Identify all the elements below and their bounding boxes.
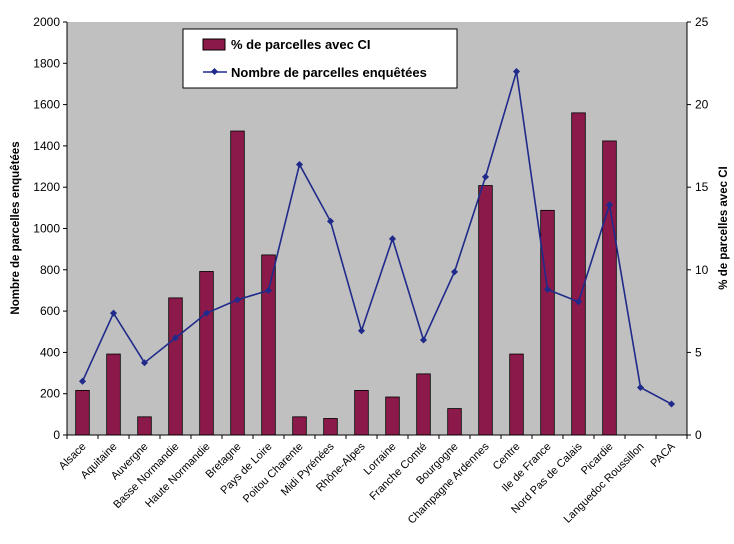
x-category-label-19: PACA: [649, 440, 679, 470]
bar-13: [478, 185, 493, 436]
line-point-15: [543, 285, 552, 293]
line-point-19: [667, 400, 676, 408]
bars-group: [75, 112, 617, 436]
line-point-3: [171, 334, 180, 342]
bar-6: [261, 254, 276, 436]
line-point-10: [388, 235, 397, 243]
y2-tick-label-3: 15: [695, 180, 709, 194]
y-tick-label-0: 0: [53, 428, 60, 442]
y-tick-label-4: 800: [40, 263, 60, 277]
y2-tick-label-4: 20: [695, 98, 709, 112]
line-point-8: [326, 217, 335, 225]
line-group: [78, 68, 676, 408]
line-point-17: [605, 201, 614, 209]
bar-7: [292, 416, 307, 436]
bar-15: [540, 209, 555, 436]
y-tick-label-8: 1600: [33, 98, 60, 112]
line-point-4: [202, 309, 211, 317]
line-point-18: [636, 383, 645, 392]
y-tick-label-10: 2000: [33, 15, 60, 29]
bar-17: [602, 140, 617, 436]
bar-16: [571, 112, 586, 436]
y-tick-label-9: 1800: [33, 56, 60, 70]
bar-8: [323, 418, 338, 436]
y2-tick-label-0: 0: [695, 428, 702, 442]
line-point-12: [450, 268, 459, 276]
y-tick-label-7: 1400: [33, 139, 60, 153]
line-point-5: [233, 296, 242, 304]
y-tick-label-2: 400: [40, 345, 60, 359]
line-point-16: [574, 298, 583, 306]
bar-0: [75, 389, 90, 436]
line-point-11: [419, 336, 428, 344]
bar-12: [447, 408, 462, 436]
bar-5: [230, 130, 245, 436]
legend-line-marker: [210, 67, 219, 76]
legend-box: [182, 28, 458, 89]
y-axis-title: Nombre de parcelles enquêtées: [10, 141, 22, 314]
legend-bar-label: % de parcelles avec CI: [231, 37, 370, 52]
series-line: [81, 71, 672, 405]
bar-10: [385, 396, 400, 436]
line-point-2: [140, 359, 149, 367]
legend: % de parcelles avec CI Nombre de parcell…: [182, 28, 458, 89]
line-point-0: [78, 377, 87, 385]
bar-9: [354, 389, 369, 436]
bar-1: [106, 353, 121, 436]
bar-2: [137, 416, 152, 436]
y2-axis-title: % de parcelles avec CI: [718, 166, 730, 289]
bar-11: [416, 373, 431, 436]
bar-3: [168, 297, 183, 436]
line-point-9: [357, 327, 366, 335]
bar-14: [509, 353, 524, 436]
y-tick-label-3: 600: [40, 304, 60, 318]
line-point-6: [264, 286, 273, 294]
legend-bar-swatch: [202, 38, 226, 51]
y2-tick-label-5: 25: [695, 15, 709, 29]
bar-4: [199, 271, 214, 436]
line-point-1: [109, 309, 118, 317]
line-point-7: [295, 160, 304, 169]
y-tick-label-6: 1200: [33, 180, 60, 194]
y-tick-label-5: 1000: [33, 222, 60, 236]
line-point-14: [512, 68, 521, 76]
y2-tick-label-1: 5: [695, 345, 702, 359]
legend-line-label: Nombre de parcelles enquêtées: [231, 65, 427, 80]
y2-tick-label-2: 10: [695, 263, 709, 277]
y-tick-label-1: 200: [40, 387, 60, 401]
line-point-13: [481, 173, 490, 181]
